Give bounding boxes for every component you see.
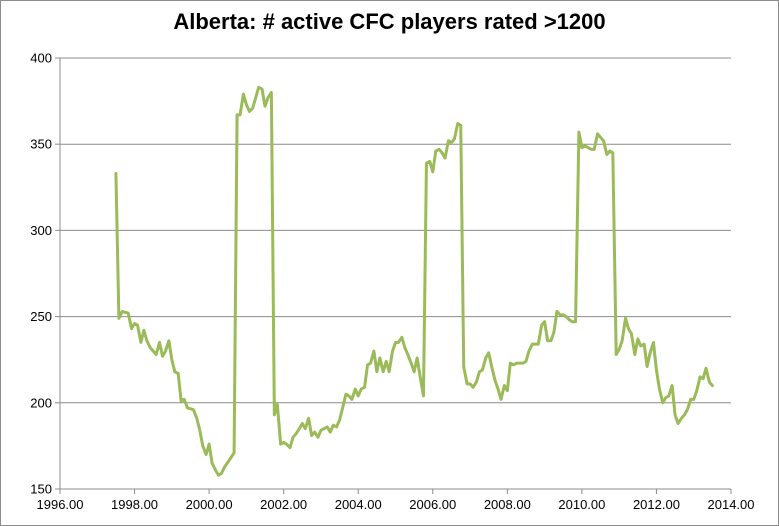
- y-tick-labels: 150 200 250 300 350 400: [30, 51, 52, 497]
- y-tick-label: 250: [30, 309, 52, 324]
- x-tick-labels: 1996.00 1998.00 2000.00 2002.00 2004.00 2006.…: [37, 497, 755, 512]
- y-tick-label: 150: [30, 482, 52, 497]
- axes: [55, 57, 732, 494]
- y-tick-label: 200: [30, 395, 52, 410]
- x-tick-label: 2004.00: [335, 497, 382, 512]
- x-tick-label: 2014.00: [708, 497, 755, 512]
- x-tick-label: 2000.00: [186, 497, 233, 512]
- y-tick-label: 400: [30, 51, 52, 66]
- x-tick-label: 2002.00: [260, 497, 307, 512]
- y-tick-label: 300: [30, 223, 52, 238]
- x-tick-label: 2008.00: [484, 497, 531, 512]
- x-tick-label: 2010.00: [558, 497, 605, 512]
- x-tick-label: 1998.00: [111, 497, 158, 512]
- chart-title: Alberta: # active CFC players rated >120…: [173, 9, 606, 34]
- x-tick-label: 1996.00: [37, 497, 84, 512]
- series-line: [114, 85, 714, 477]
- gridlines: [60, 57, 731, 404]
- x-tick-label: 2012.00: [633, 497, 680, 512]
- series-group: [114, 85, 714, 477]
- y-tick-label: 350: [30, 137, 52, 152]
- x-tick-label: 2006.00: [409, 497, 456, 512]
